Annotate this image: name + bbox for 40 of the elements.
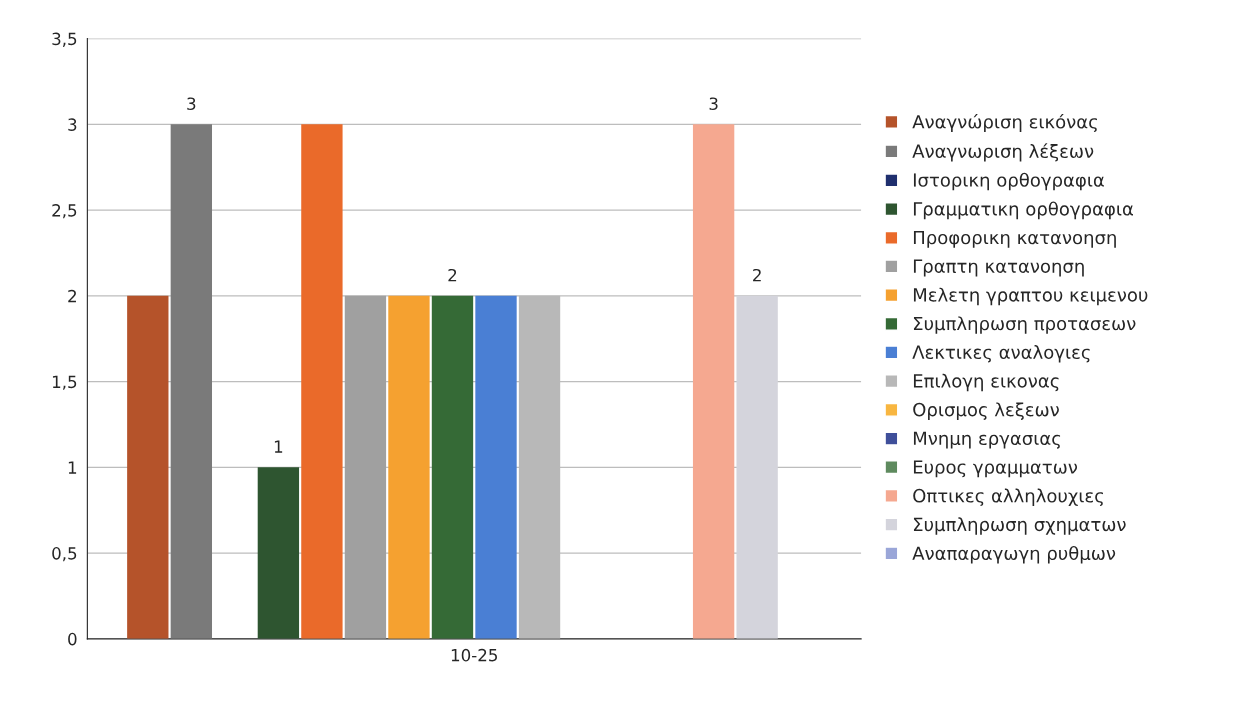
x-tick-label: 10-25: [451, 648, 497, 662]
bar: [431, 295, 474, 639]
legend-label: Ευρος γραμματων: [913, 460, 1078, 478]
legend-label: Επιλογη εικονας: [913, 373, 1059, 392]
y-tick-label: 3,5: [52, 32, 77, 47]
y-tick-label: 0,5: [52, 547, 77, 562]
bar: [301, 124, 343, 639]
data-label: 1: [274, 440, 283, 453]
bar: [344, 295, 387, 639]
data-label: 3: [709, 97, 718, 111]
bar: [736, 295, 778, 639]
y-tick-label: 3: [68, 118, 77, 131]
legend-label: Ιστορικη ορθογραφια: [913, 172, 1104, 191]
legend-label: Αναγνώριση εικόνας: [912, 113, 1097, 133]
legend-label: Λεκτικες αναλογιες: [912, 345, 1090, 363]
data-label: 2: [448, 268, 457, 282]
data-label: 2: [753, 268, 761, 282]
bar: [127, 295, 169, 639]
legend-label: Συμπληρωση σχηματων: [913, 517, 1126, 535]
bar: [170, 124, 213, 639]
y-tick-label: 2: [68, 289, 76, 303]
bar: [692, 124, 735, 639]
legend-label: Μελετη γραπτου κειμενου: [913, 287, 1148, 306]
legend-label: Γραπτη κατανοηση: [913, 259, 1084, 277]
bar: [475, 295, 517, 639]
bar: [388, 295, 430, 639]
legend-label: Αναπαραγωγη ρυθμων: [912, 545, 1116, 564]
y-tick-label: 1: [68, 461, 77, 474]
legend-label: Αναγνωριση λέξεων: [912, 143, 1094, 162]
legend-label: Μνημη εργασιας: [913, 431, 1061, 449]
y-tick-label: 1,5: [52, 375, 77, 390]
legend-label: Οπτικες αλληλουχιες: [913, 488, 1103, 507]
legend-label: Προφορικη κατανοηση: [913, 230, 1116, 248]
y-tick-label: 2,5: [52, 204, 77, 219]
y-tick-label: 0: [68, 632, 77, 646]
legend-label: Γραμματικη ορθογραφια: [913, 201, 1133, 220]
legend-label: Συμπληρωση προτασεων: [913, 316, 1136, 334]
data-label: 3: [187, 97, 196, 111]
legend-label: Ορισμος λεξεων: [913, 402, 1059, 420]
bar: [257, 467, 300, 639]
